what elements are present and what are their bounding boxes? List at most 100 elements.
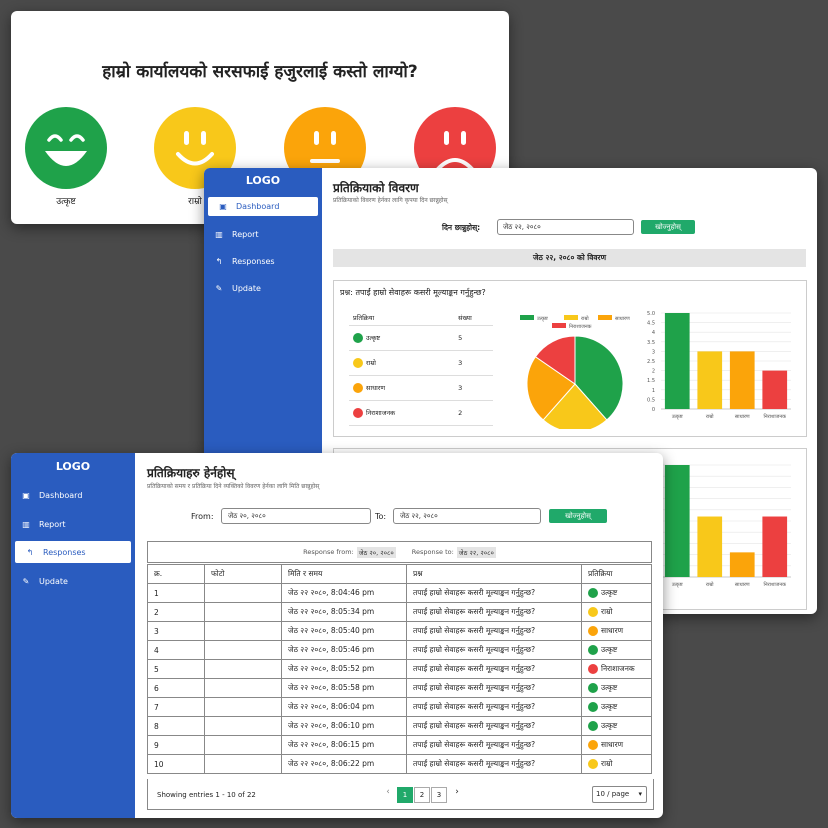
cell-response: साधारण [581,621,652,641]
to-date-input[interactable]: जेठ २२, २०८० [393,508,541,524]
response-label: साधारण [601,740,624,749]
row-count: 5 [458,333,463,342]
laughing-face-icon [353,332,363,343]
bar [697,351,723,409]
table-row: 3 जेठ २२ २०८०, 8:05:40 pm तपाईं हाम्रो सेव… [147,621,652,641]
col-header-response: प्रतिक्रिया [353,314,375,323]
range-from-label: Response from: [303,548,354,556]
page-2-button[interactable]: 2 [414,787,430,803]
response-label: उत्कृष्ट [601,683,618,692]
table-row: राम्रो 3 [349,350,493,375]
table-row: 4 जेठ २२ २०८०, 8:05:46 pm तपाईं हाम्रो सेव… [147,640,652,660]
sidebar-item-dashboard[interactable]: ▣ Dashboard [11,487,135,503]
laughing-face-icon [588,721,598,731]
bar [762,370,788,409]
bar [729,552,755,577]
cell-question: तपाईं हाम्रो सेवाहरू कसरी मूल्याङ्कन गर्… [406,678,582,698]
reply-icon: ↰ [26,547,34,557]
sidebar-item-dashboard[interactable]: ▣ Dashboard [208,197,318,216]
response-range-bar: Response from: जेठ २०, २०८० Response to:… [147,541,652,563]
bar [697,516,723,577]
y-tick-label: 4.5 [647,321,655,327]
logo: LOGO [55,460,91,473]
from-date-input[interactable]: जेठ २०, २०८० [221,508,371,524]
cell-response: राम्रो [581,754,652,774]
neutral-face-icon [588,740,598,750]
cell-photo [204,716,282,736]
calendar-icon: ▣ [22,490,30,500]
sidebar-item-report[interactable]: ▥ Report [11,516,135,532]
cell-response: साधारण [581,735,652,755]
cell-question: तपाईं हाम्रो सेवाहरू कसरी मूल्याङ्कन गर्… [406,716,582,736]
laughing-face-icon [588,645,598,655]
cell-sn: 6 [147,678,205,698]
page-1-button[interactable]: 1 [397,787,413,803]
sidebar-item-label: Responses [232,256,275,266]
neutral-face-icon [353,382,363,393]
cell-sn: 1 [147,583,205,603]
bar [729,351,755,409]
x-tick-label: निराशाजनक [764,413,787,420]
from-label: From: [191,512,214,521]
sidebar-item-responses[interactable]: ↰ Responses [15,541,131,563]
x-tick-label: उत्कृष्ट [672,582,683,588]
bar [664,465,690,577]
date-label: दिन छान्नुहोस्: [442,223,481,232]
cell-response: राम्रो [581,602,652,622]
y-tick-label: 2 [652,369,655,375]
feedback-kiosk-window: हाम्रो कार्यालयको सरसफाई हजुरलाई कस्तो ल… [11,11,509,224]
cell-sn: 10 [147,754,205,774]
reply-icon: ↰ [215,256,223,266]
legend-swatch [552,323,566,328]
y-tick-label: 3 [652,349,655,355]
laughing-face-icon [588,683,598,693]
sidebar-item-responses[interactable]: ↰ Responses [204,253,322,269]
neutral-face-icon [588,626,598,636]
row-count: 3 [458,358,463,367]
legend-label: साधारण [615,316,630,322]
search-button[interactable]: खोज्नुहोस् [641,220,695,234]
sidebar-item-label: Responses [43,547,86,557]
responses-table: क्र. फोटो मिति र समय प्रश्न प्रतिक्रिया … [147,564,652,774]
cell-photo [204,678,282,698]
table-row: 2 जेठ २२ २०८०, 8:05:34 pm तपाईं हाम्रो सेव… [147,602,652,622]
cell-response: उत्कृष्ट [581,697,652,717]
page-3-button[interactable]: 3 [431,787,447,803]
cell-response: उत्कृष्ट [581,640,652,660]
sidebar-item-label: Dashboard [236,202,280,211]
cell-question: तपाईं हाम्रो सेवाहरू कसरी मूल्याङ्कन गर्… [406,659,582,679]
face-excellent-button[interactable] [25,107,107,189]
pie-slice [574,335,624,421]
sidebar-item-report[interactable]: ▥ Report [204,226,322,242]
sidebar-item-update[interactable]: ✎ Update [204,280,322,296]
search-button[interactable]: खोज्नुहोस् [549,509,607,523]
table-row: 1 जेठ २२ २०८०, 8:04:46 pm तपाईं हाम्रो सेव… [147,583,652,603]
per-page-select[interactable]: 10 / page ▾ [592,786,647,803]
responses-window: LOGO ▣ Dashboard ▥ Report ↰ Responses ✎ … [11,453,663,818]
legend-label: निराशाजनक [569,323,592,330]
cell-datetime: जेठ २२ २०८०, 8:05:40 pm [281,621,407,641]
sidebar-item-label: Dashboard [39,490,83,500]
legend-swatch [598,315,612,320]
cell-sn: 2 [147,602,205,622]
cell-photo [204,659,282,679]
row-label: उत्कृष्ट [366,333,381,342]
response-label: उत्कृष्ट [601,645,618,654]
cell-sn: 4 [147,640,205,660]
cell-question: तपाईं हाम्रो सेवाहरू कसरी मूल्याङ्कन गर्… [406,583,582,603]
next-page-button[interactable]: › [455,787,459,797]
table-row: निराशाजनक 2 [349,400,493,425]
cell-photo [204,640,282,660]
sidebar: LOGO ▣ Dashboard ▥ Report ↰ Responses ✎ … [11,453,135,818]
sidebar-item-update[interactable]: ✎ Update [11,573,135,589]
cell-sn: 5 [147,659,205,679]
date-input[interactable]: जेठ २२, २०८० [497,219,634,235]
row-label: साधारण [366,383,386,392]
sidebar-item-label: Report [39,519,66,529]
y-tick-label: 2.5 [647,359,655,365]
prev-page-button[interactable]: ‹ [386,787,390,797]
per-page-value: 10 / page [596,790,630,798]
cell-photo [204,602,282,622]
sidebar-item-label: Update [39,576,68,586]
sad-face-icon [353,407,363,418]
